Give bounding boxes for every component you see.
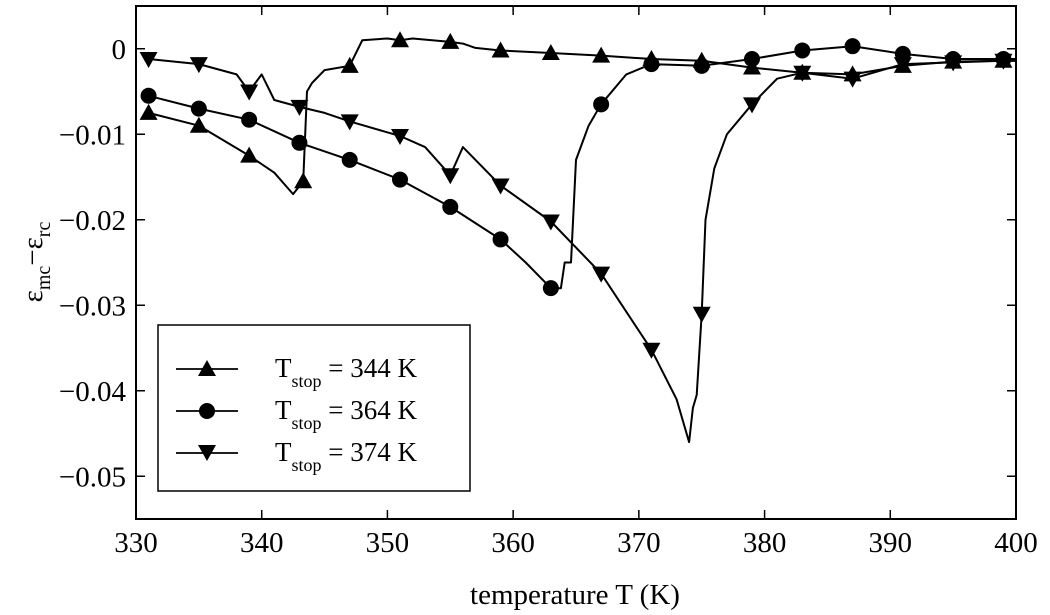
legend-entry-2-label: = 364 K <box>322 395 418 425</box>
data-point-triangle-down <box>391 128 409 145</box>
legend-triangle-down-marker <box>198 445 216 461</box>
legend-entry-1-label: = 344 K <box>322 353 418 383</box>
data-point-triangle-up <box>441 32 460 49</box>
series-line-1 <box>148 37 1016 196</box>
data-point-triangle-down <box>139 52 158 69</box>
x-axis-title: temperature T (K) <box>470 579 680 611</box>
legend-entry-1-sub: stop <box>292 371 322 391</box>
x-tick-label: 400 <box>994 527 1038 559</box>
data-point-triangle-up <box>592 46 611 63</box>
y-tick-label: −0.05 <box>59 461 126 493</box>
data-point-triangle-down <box>944 55 963 72</box>
y-axis-minus: − <box>17 249 49 265</box>
data-point-triangle-down <box>491 178 510 195</box>
data-point-triangle-down <box>340 114 359 131</box>
legend-entry-1-symbol: T <box>275 353 292 383</box>
data-point-triangle-up <box>189 116 208 133</box>
svg-text:εmc−εrc: εmc−εrc <box>17 222 55 303</box>
y-tick-label: −0.03 <box>59 290 126 322</box>
data-point-triangle-up <box>294 172 313 189</box>
data-point-circle <box>844 38 861 55</box>
data-point-circle <box>593 96 610 113</box>
y-axis-symbol-2: ε <box>17 237 49 249</box>
legend-entry-2-sub: stop <box>292 413 322 433</box>
legend-entry-1: Tstop = 344 K <box>176 353 417 391</box>
legend-circle-marker <box>199 403 215 419</box>
series-line-2 <box>148 45 1016 290</box>
data-point-triangle-down <box>541 214 560 231</box>
svg-text:Tstop = 364 K: Tstop = 364 K <box>275 395 417 433</box>
data-point-circle <box>794 42 811 59</box>
x-tick-label: 330 <box>114 527 158 559</box>
data-point-circle <box>643 56 660 73</box>
data-point-triangle-up <box>139 103 158 120</box>
svg-text:Tstop = 374 K: Tstop = 374 K <box>275 437 417 475</box>
y-tick-label: 0 <box>112 34 127 66</box>
data-point-circle <box>341 151 358 168</box>
data-point-circle <box>744 51 760 68</box>
data-point-triangle-up <box>340 56 359 73</box>
x-tick-label: 390 <box>869 527 913 559</box>
data-point-circle <box>241 111 258 128</box>
data-point-triangle-down <box>290 99 309 116</box>
plot-area <box>135 5 1017 520</box>
y-axis-sub-2: rc <box>33 222 55 238</box>
x-tick-label: 380 <box>743 527 787 559</box>
data-point-triangle-down <box>441 168 460 185</box>
legend-entry-3-sub: stop <box>292 455 322 475</box>
data-point-triangle-down <box>843 71 862 88</box>
data-point-triangle-down <box>994 53 1013 70</box>
data-point-circle <box>190 100 207 117</box>
data-point-triangle-down <box>642 342 661 359</box>
y-axis-symbol-1: ε <box>17 290 49 302</box>
series-layer <box>139 31 1016 444</box>
data-point-circle <box>392 171 408 188</box>
data-point-triangle-up <box>391 31 409 48</box>
x-tick-label: 370 <box>617 527 661 559</box>
legend: Tstop = 344 K Tstop = 364 K Tstop = 374 … <box>157 324 471 492</box>
x-tick-label: 340 <box>240 527 284 559</box>
legend-entry-2-symbol: T <box>275 395 292 425</box>
data-point-triangle-down <box>692 306 711 323</box>
data-point-circle <box>140 87 157 104</box>
data-point-triangle-up <box>491 41 510 58</box>
data-point-triangle-down <box>793 65 812 82</box>
tick-layer: 330 340 350 360 370 380 390 400 0 −0.01 −0.02 −0.03… <box>59 6 1038 559</box>
svg-text:Tstop = 344 K: Tstop = 344 K <box>275 353 417 391</box>
y-tick-label: −0.04 <box>59 376 127 408</box>
data-point-triangle-up <box>240 146 259 163</box>
legend-entry-3-symbol: T <box>275 437 292 467</box>
y-tick-label: −0.02 <box>59 205 126 237</box>
legend-triangle-up-marker <box>198 360 216 376</box>
y-axis-title: εmc−εrc <box>17 222 55 303</box>
y-axis-sub-1: mc <box>33 266 55 291</box>
data-point-circle <box>693 57 710 74</box>
data-point-triangle-down <box>743 97 761 114</box>
data-point-triangle-down <box>189 57 208 74</box>
legend-entry-2: Tstop = 364 K <box>176 395 417 433</box>
x-tick-label: 350 <box>366 527 410 559</box>
x-tick-label: 360 <box>491 527 535 559</box>
legend-entry-3-label: = 374 K <box>322 437 418 467</box>
legend-entry-3: Tstop = 374 K <box>176 437 417 475</box>
data-point-triangle-down <box>592 266 611 283</box>
data-point-circle <box>291 134 308 151</box>
data-point-circle <box>442 198 459 215</box>
data-point-triangle-down <box>893 57 912 74</box>
data-point-triangle-up <box>541 44 560 61</box>
data-point-circle <box>492 231 509 248</box>
data-point-triangle-down <box>240 84 259 101</box>
y-tick-label: −0.01 <box>59 119 126 151</box>
data-point-circle <box>542 280 559 297</box>
